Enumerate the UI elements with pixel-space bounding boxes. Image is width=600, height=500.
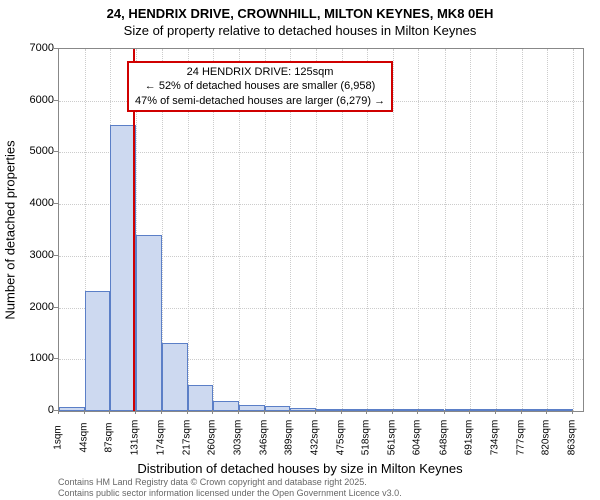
x-tick — [109, 410, 110, 414]
grid-line — [418, 49, 419, 411]
x-tick-label: 691sqm — [464, 420, 475, 456]
y-axis-label: Number of detached properties — [3, 140, 18, 319]
plot-area: 24 HENDRIX DRIVE: 125sqm ← 52% of detach… — [58, 48, 584, 412]
grid-line — [547, 49, 548, 411]
x-tick-label: 648sqm — [438, 420, 449, 456]
x-tick — [84, 410, 85, 414]
chart-title-line2: Size of property relative to detached ho… — [0, 23, 600, 40]
x-tick — [341, 410, 342, 414]
grid-line — [522, 49, 523, 411]
x-tick — [546, 410, 547, 414]
chart-container: 24, HENDRIX DRIVE, CROWNHILL, MILTON KEY… — [0, 0, 600, 500]
grid-line — [445, 49, 446, 411]
x-tick — [289, 410, 290, 414]
x-tick — [521, 410, 522, 414]
y-tick-label: 2000 — [30, 301, 54, 313]
x-tick-label: 346sqm — [258, 420, 269, 456]
footer-line1: Contains HM Land Registry data © Crown c… — [58, 477, 402, 488]
y-tick-label: 6000 — [30, 94, 54, 106]
annotation-line3: 47% of semi-detached houses are larger (… — [135, 94, 385, 108]
y-tick — [54, 307, 58, 308]
grid-line — [59, 204, 583, 205]
x-tick — [315, 410, 316, 414]
histogram-bar — [547, 409, 573, 411]
histogram-bar — [265, 406, 291, 411]
annotation-line2: ← 52% of detached houses are smaller (6,… — [135, 79, 385, 93]
x-tick-label: 734sqm — [489, 420, 500, 456]
x-tick — [469, 410, 470, 414]
chart-title-line1: 24, HENDRIX DRIVE, CROWNHILL, MILTON KEY… — [0, 0, 600, 23]
histogram-bar — [367, 409, 393, 411]
histogram-bar — [496, 409, 522, 411]
histogram-bar — [470, 409, 496, 411]
footer-line2: Contains public sector information licen… — [58, 488, 402, 499]
histogram-bar — [162, 343, 188, 411]
x-tick — [392, 410, 393, 414]
histogram-bar — [393, 409, 419, 411]
histogram-bar — [85, 291, 111, 411]
x-tick-label: 777sqm — [515, 420, 526, 456]
x-tick-label: 863sqm — [566, 420, 577, 456]
y-tick-label: 1000 — [30, 352, 54, 364]
x-tick — [212, 410, 213, 414]
x-tick-label: 389sqm — [284, 420, 295, 456]
x-tick — [264, 410, 265, 414]
x-tick-label: 475sqm — [335, 420, 346, 456]
histogram-bar — [316, 409, 342, 411]
y-tick — [54, 151, 58, 152]
x-tick-label: 174sqm — [156, 420, 167, 456]
y-tick — [54, 100, 58, 101]
x-tick-label: 87sqm — [104, 422, 115, 452]
x-tick — [238, 410, 239, 414]
x-tick-label: 518sqm — [361, 420, 372, 456]
grid-line — [470, 49, 471, 411]
x-tick-label: 303sqm — [233, 420, 244, 456]
x-tick — [572, 410, 573, 414]
x-tick — [366, 410, 367, 414]
histogram-bar — [418, 409, 444, 411]
histogram-bar — [188, 385, 214, 411]
annotation-box: 24 HENDRIX DRIVE: 125sqm ← 52% of detach… — [127, 61, 393, 112]
y-tick-label: 4000 — [30, 197, 54, 209]
x-tick — [495, 410, 496, 414]
y-tick-label: 7000 — [30, 42, 54, 54]
x-tick-label: 1sqm — [53, 425, 64, 449]
histogram-bar — [445, 409, 471, 411]
x-tick — [417, 410, 418, 414]
x-axis-label: Distribution of detached houses by size … — [0, 461, 600, 476]
x-tick — [58, 410, 59, 414]
x-tick — [161, 410, 162, 414]
grid-line — [573, 49, 574, 411]
x-tick-label: 820sqm — [541, 420, 552, 456]
x-tick-label: 604sqm — [412, 420, 423, 456]
y-tick — [54, 255, 58, 256]
x-tick-label: 44sqm — [78, 422, 89, 452]
x-tick-label: 217sqm — [181, 420, 192, 456]
x-tick-label: 432sqm — [309, 420, 320, 456]
x-tick-label: 260sqm — [207, 420, 218, 456]
y-tick-label: 3000 — [30, 249, 54, 261]
y-tick — [54, 203, 58, 204]
y-tick — [54, 48, 58, 49]
histogram-bar — [136, 235, 162, 411]
annotation-line1: 24 HENDRIX DRIVE: 125sqm — [135, 65, 385, 79]
x-tick — [187, 410, 188, 414]
x-tick-label: 131sqm — [130, 420, 141, 456]
x-tick — [444, 410, 445, 414]
x-tick — [135, 410, 136, 414]
histogram-bar — [522, 409, 548, 411]
histogram-bar — [213, 401, 239, 411]
footer: Contains HM Land Registry data © Crown c… — [58, 477, 402, 499]
y-tick-label: 5000 — [30, 145, 54, 157]
grid-line — [496, 49, 497, 411]
y-tick — [54, 358, 58, 359]
histogram-bar — [342, 409, 368, 411]
histogram-bar — [59, 407, 85, 411]
grid-line — [59, 152, 583, 153]
histogram-bar — [290, 408, 316, 411]
x-tick-label: 561sqm — [386, 420, 397, 456]
histogram-bar — [239, 405, 265, 411]
